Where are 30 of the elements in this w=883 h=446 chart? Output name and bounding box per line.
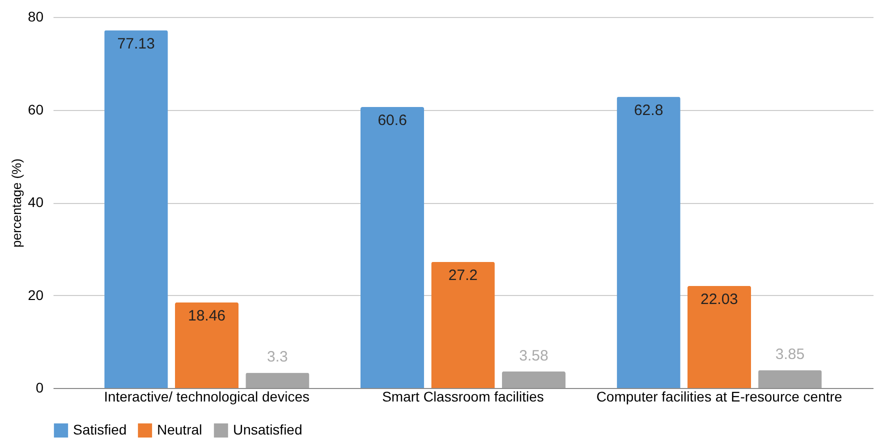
- x-tick-label: Computer facilities at E-resource centre: [596, 388, 842, 404]
- y-tick-label: 40: [28, 194, 44, 210]
- bar: [431, 262, 495, 388]
- data-label: 3.58: [519, 347, 548, 364]
- x-tick-label: Smart Classroom facilities: [382, 388, 544, 404]
- legend-label: Satisfied: [73, 421, 127, 438]
- y-tick-label: 60: [28, 101, 44, 118]
- bar: [616, 96, 680, 388]
- data-label: 3.85: [775, 346, 805, 364]
- y-tick-label: 0: [36, 380, 44, 396]
- bar: [502, 371, 566, 388]
- y-axis-title: percentage (%): [8, 158, 24, 248]
- data-label: 18.46: [188, 307, 226, 324]
- bar: [246, 372, 310, 388]
- data-label: 60.6: [378, 112, 407, 129]
- data-label: 27.2: [448, 266, 478, 284]
- legend-label: Unsatisfied: [233, 421, 302, 438]
- data-label: 22.03: [700, 290, 738, 308]
- data-label: 3.3: [267, 348, 288, 366]
- y-tick-label: 80: [28, 8, 44, 24]
- bar: [687, 286, 752, 388]
- x-tick-label: Interactive/ technological devices: [104, 388, 310, 404]
- bar: [174, 302, 239, 388]
- legend-label: Neutral: [157, 421, 202, 438]
- y-tick-label: 20: [28, 286, 44, 303]
- bar: [360, 106, 424, 388]
- data-label: 77.13: [117, 35, 155, 52]
- bar: [758, 370, 822, 388]
- bar: [104, 30, 168, 388]
- data-label: 62.8: [634, 102, 664, 119]
